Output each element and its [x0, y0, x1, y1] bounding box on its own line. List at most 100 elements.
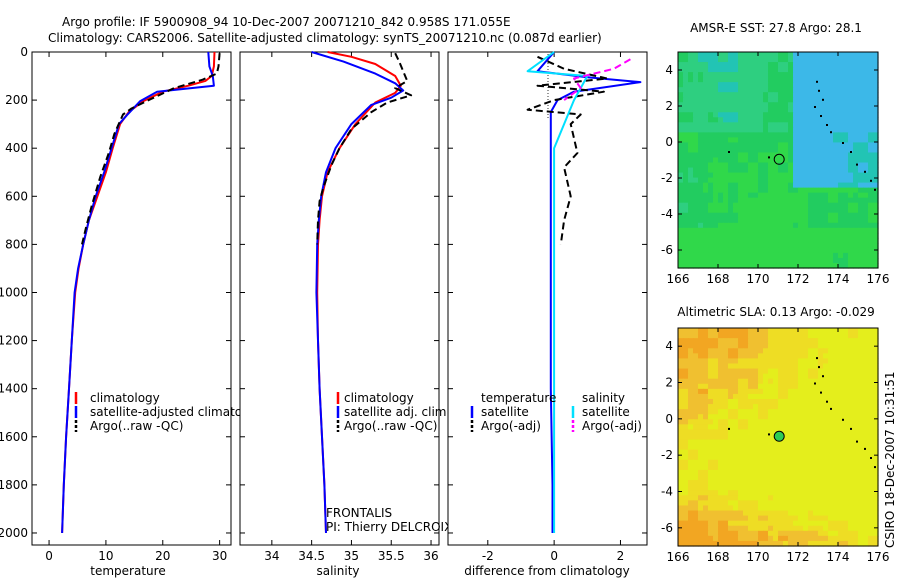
- map-cell: [858, 232, 864, 239]
- map-cell: [723, 424, 729, 430]
- x-tick-label: 2: [617, 549, 625, 563]
- map-cell: [858, 520, 864, 527]
- map-cell: [793, 338, 799, 344]
- map-cell: [758, 378, 764, 385]
- map-cell: [693, 429, 699, 436]
- map-cell: [708, 398, 714, 405]
- map-cell: [763, 227, 769, 234]
- map-cell: [778, 147, 784, 154]
- map-cell: [683, 434, 689, 441]
- map-cell: [868, 107, 874, 113]
- map-cell: [708, 72, 714, 78]
- coastline-dot: [850, 151, 852, 153]
- map-cell: [733, 333, 739, 339]
- map-cell: [703, 177, 709, 184]
- map-cell: [788, 87, 794, 93]
- map-cell: [698, 480, 704, 486]
- map-cell: [813, 454, 819, 461]
- map-cell: [853, 97, 859, 103]
- map-cell: [678, 404, 684, 410]
- salinity-lines: [311, 51, 413, 534]
- map-cell: [858, 67, 864, 73]
- map-cell: [698, 530, 704, 537]
- map-cell: [858, 162, 864, 169]
- map-cell: [803, 172, 809, 179]
- map-cell: [718, 485, 724, 491]
- map-cell: [768, 137, 774, 144]
- map-cell: [703, 117, 709, 123]
- map-cell: [793, 469, 799, 476]
- map-cell: [733, 393, 739, 400]
- map-cell: [773, 530, 779, 537]
- map-cell: [773, 424, 779, 430]
- map-cell: [853, 177, 859, 184]
- map-cell: [858, 127, 864, 133]
- map-cell: [763, 217, 769, 224]
- map-cell: [818, 97, 824, 103]
- map-cell: [763, 57, 769, 63]
- map-cell: [723, 459, 729, 466]
- map-cell: [803, 242, 809, 249]
- map-cell: [848, 348, 854, 354]
- map-cell: [863, 388, 869, 395]
- map-cell: [748, 207, 754, 214]
- map-cell: [718, 495, 724, 501]
- map-cell: [748, 122, 754, 128]
- map-cell: [868, 192, 874, 199]
- map-cell: [688, 232, 694, 239]
- map-cell: [758, 495, 764, 501]
- map-cell: [778, 454, 784, 461]
- map-cell: [763, 530, 769, 537]
- map-cell: [723, 535, 729, 542]
- map-cell: [728, 62, 734, 68]
- map-cell: [823, 62, 829, 68]
- map-cell: [733, 202, 739, 209]
- map-cell: [828, 152, 834, 159]
- lat-tick-label: -6: [661, 243, 673, 257]
- map-cell: [703, 157, 709, 164]
- map-cell: [863, 232, 869, 239]
- map-cell: [768, 500, 774, 507]
- map-cell: [763, 328, 769, 334]
- map-cell: [783, 87, 789, 93]
- x-tick-label: 10: [98, 549, 113, 563]
- map-cell: [778, 202, 784, 209]
- map-cell: [783, 530, 789, 537]
- map-cell: [723, 540, 729, 547]
- map-cell: [853, 485, 859, 491]
- map-cell: [843, 57, 849, 63]
- map-cell: [683, 147, 689, 154]
- map-cell: [763, 485, 769, 491]
- map-cell: [708, 92, 714, 98]
- map-cell: [778, 242, 784, 249]
- map-cell: [748, 257, 754, 264]
- map-cell: [853, 122, 859, 128]
- map-cell: [778, 500, 784, 507]
- map-cell: [868, 444, 874, 451]
- map-cell: [853, 439, 859, 446]
- map-cell: [818, 328, 824, 334]
- map-cell: [698, 348, 704, 354]
- map-cell: [788, 348, 794, 354]
- map-cell: [818, 247, 824, 254]
- map-cell: [693, 388, 699, 395]
- map-cell: [868, 424, 874, 430]
- map-cell: [773, 469, 779, 476]
- map-cell: [703, 328, 709, 334]
- map-cell: [743, 388, 749, 395]
- map-cell: [788, 127, 794, 133]
- map-cell: [873, 393, 879, 400]
- map-cell: [803, 500, 809, 507]
- map-cell: [723, 338, 729, 344]
- map-cell: [698, 490, 704, 496]
- coastline-dot: [830, 407, 832, 410]
- map-cell: [838, 82, 844, 88]
- map-cell: [848, 449, 854, 456]
- map-cell: [808, 217, 814, 224]
- map-cell: [868, 252, 874, 259]
- map-cell: [808, 530, 814, 537]
- map-cell: [868, 202, 874, 209]
- map-cell: [708, 343, 714, 349]
- map-cell: [743, 475, 749, 481]
- map-cell: [828, 338, 834, 344]
